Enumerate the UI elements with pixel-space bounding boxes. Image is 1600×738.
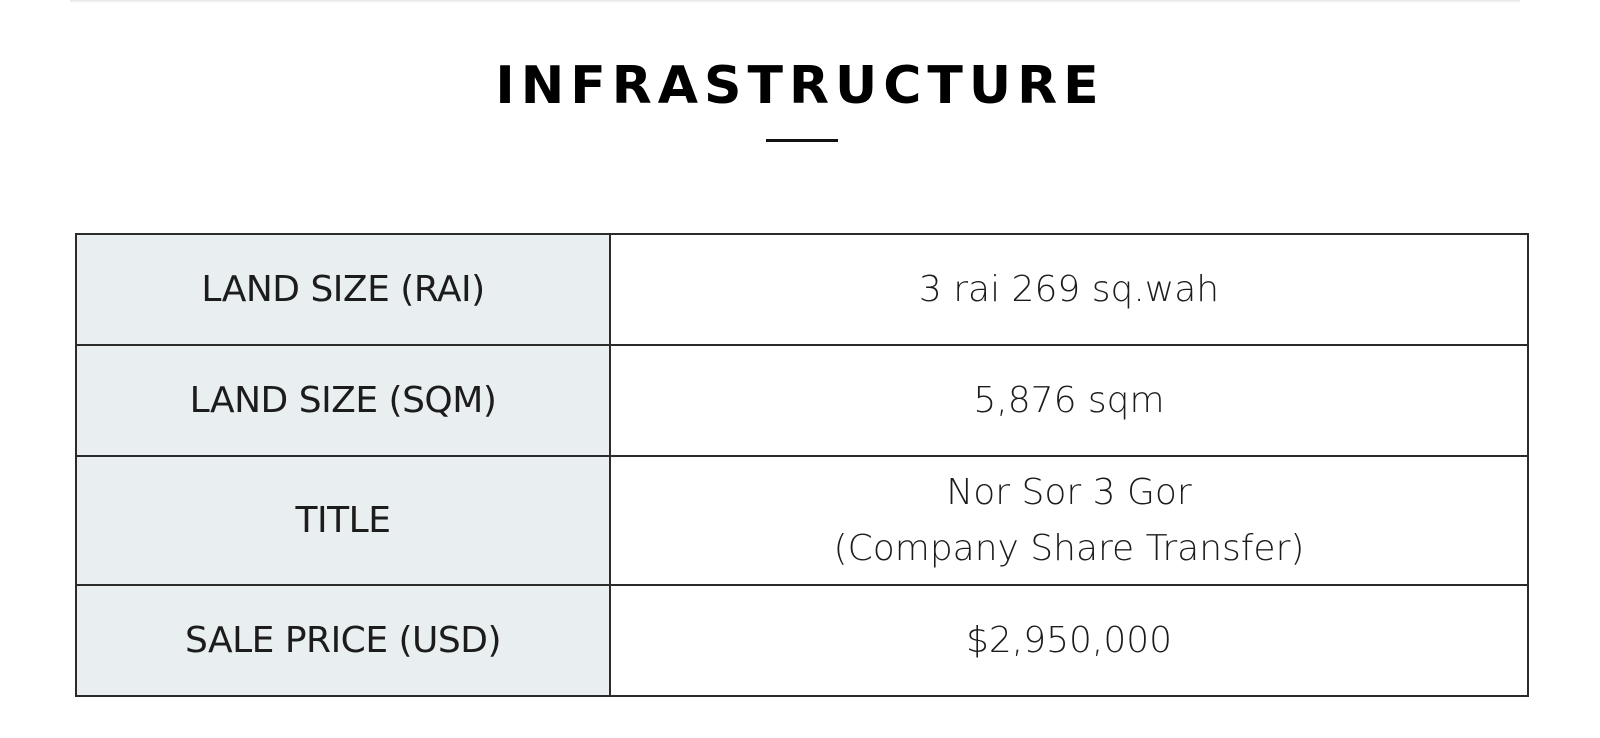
table-row: LAND SIZE (SQM) 5,876 sqm <box>75 344 1529 457</box>
title-divider <box>766 139 838 142</box>
section-title: INFRASTRUCTURE <box>495 55 1105 116</box>
row-value-title: Nor Sor 3 Gor (Company Share Transfer) <box>609 455 1529 586</box>
row-value-land-size-rai: 3 rai 269 sq.wah <box>609 233 1529 346</box>
row-value-land-size-sqm: 5,876 sqm <box>609 344 1529 457</box>
row-label-title: TITLE <box>75 455 611 586</box>
row-value-sale-price: $2,950,000 <box>609 584 1529 697</box>
value-line: (Company Share Transfer) <box>833 527 1305 569</box>
table-row: LAND SIZE (RAI) 3 rai 269 sq.wah <box>75 233 1529 346</box>
value-line: 5,876 sqm <box>973 379 1165 421</box>
row-label-sale-price: SALE PRICE (USD) <box>75 584 611 697</box>
value-line: Nor Sor 3 Gor <box>946 471 1192 513</box>
infrastructure-table: LAND SIZE (RAI) 3 rai 269 sq.wah LAND SI… <box>75 233 1529 697</box>
table-row: SALE PRICE (USD) $2,950,000 <box>75 584 1529 697</box>
header-shadow <box>70 0 1520 3</box>
table-row: TITLE Nor Sor 3 Gor (Company Share Trans… <box>75 455 1529 586</box>
value-line: $2,950,000 <box>965 619 1173 661</box>
value-line: 3 rai 269 sq.wah <box>918 268 1220 310</box>
row-label-land-size-sqm: LAND SIZE (SQM) <box>75 344 611 457</box>
row-label-land-size-rai: LAND SIZE (RAI) <box>75 233 611 346</box>
